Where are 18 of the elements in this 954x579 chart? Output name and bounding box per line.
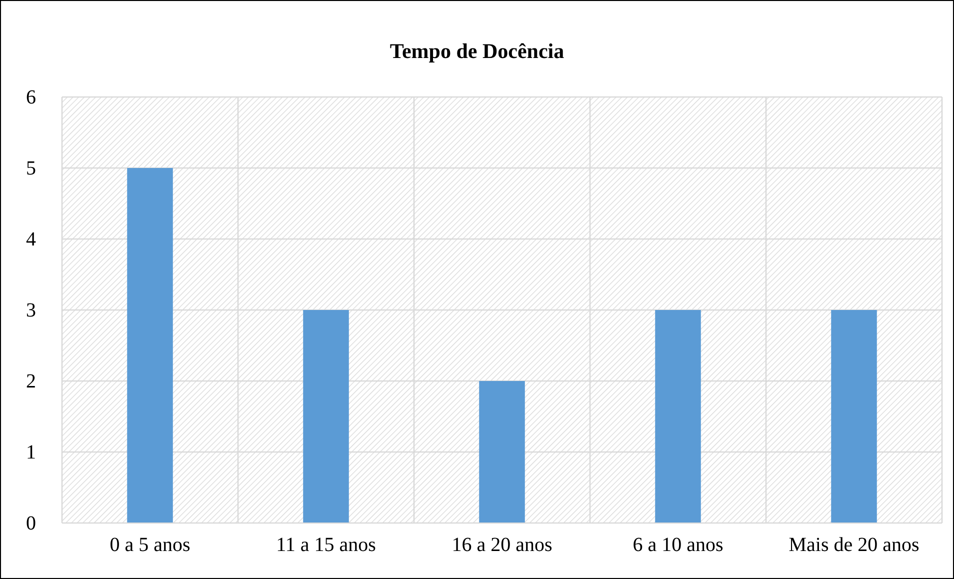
x-tick-label: 16 a 20 anos (452, 534, 552, 556)
x-tick-label: 11 a 15 anos (276, 534, 376, 556)
chart-title: Tempo de Docência (390, 39, 565, 63)
y-tick-label: 4 (26, 228, 36, 250)
y-tick-label: 5 (26, 157, 36, 180)
x-tick-label: Mais de 20 anos (788, 534, 920, 556)
x-tick-label: 6 a 10 anos (632, 534, 724, 556)
bar (127, 168, 173, 523)
bar (303, 310, 349, 523)
bar (831, 310, 877, 523)
y-tick-label: 2 (26, 370, 36, 392)
bar (655, 310, 701, 523)
x-tick-label: 0 a 5 anos (110, 534, 190, 556)
y-tick-label: 1 (26, 441, 36, 464)
y-tick-label: 3 (26, 299, 36, 322)
y-tick-label: 0 (26, 512, 36, 534)
bar (479, 381, 525, 523)
y-tick-label: 6 (26, 86, 36, 108)
